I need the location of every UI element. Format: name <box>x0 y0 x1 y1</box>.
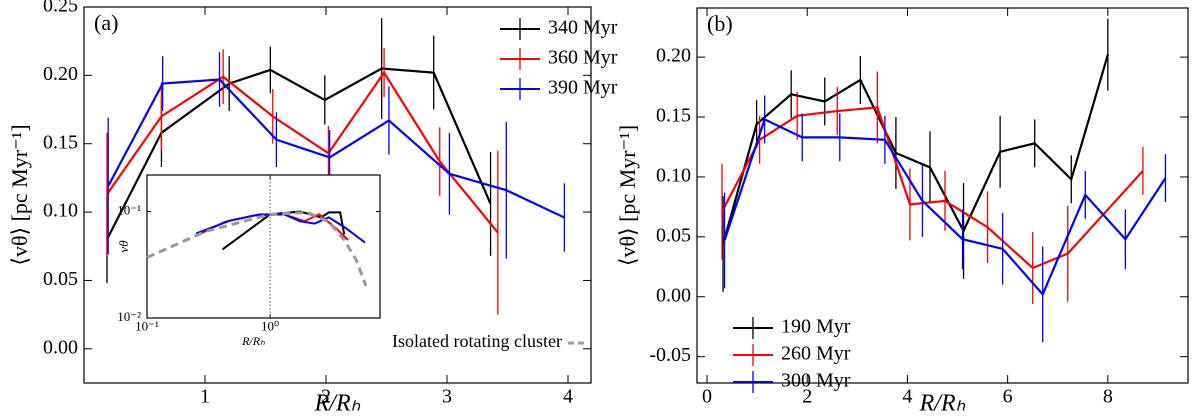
series-line <box>106 70 499 234</box>
legend-label: 360 Myr <box>548 47 618 69</box>
legend-label: 390 Myr <box>548 77 618 99</box>
plot-area <box>696 7 1189 384</box>
y-tick-label: 0.05 <box>43 268 78 290</box>
x-tick-label: 2 <box>321 386 331 408</box>
x-axis-label: R/Rₕ <box>241 334 265 348</box>
series-line <box>723 117 1167 297</box>
y-tick-label: -0.05 <box>649 344 691 366</box>
y-tick-label: 0.20 <box>43 63 78 85</box>
legend-label: Isolated rotating cluster <box>392 331 562 351</box>
x-tick-label: 4 <box>563 386 573 408</box>
x-axis-label: R/Rₕ <box>919 391 966 417</box>
x-tick-label: 1 <box>200 386 210 408</box>
y-tick-label: 10⁻¹ <box>117 202 141 217</box>
y-tick-label: 0.15 <box>656 105 691 127</box>
y-axis-label: ⟨vθ⟩ [pc Myr⁻¹] <box>7 124 32 265</box>
y-tick-label: 0.20 <box>656 45 691 67</box>
y-axis-label: ⟨vθ⟩ [pc Myr⁻¹] <box>615 125 640 266</box>
series-line <box>721 54 1109 245</box>
x-axis-label: R/Rₕ <box>314 391 361 417</box>
legend-label: 260 Myr <box>781 343 851 365</box>
panel-label: (a) <box>94 10 118 35</box>
series-line <box>106 67 492 240</box>
x-tick-label: 0 <box>702 386 712 408</box>
legend-label: 190 Myr <box>781 316 851 338</box>
panel: 0 2 4 6 8 -0.05 0.00 0.05 0.10 0.15 0.20 R/Rₕ ⟨vθ⟩ [… <box>615 7 1189 417</box>
series-line <box>146 210 368 287</box>
y-tick-label: 0.15 <box>43 131 78 153</box>
legend-label: 340 Myr <box>548 17 618 39</box>
plot-area <box>146 174 381 319</box>
panel-label: (b) <box>707 11 733 36</box>
x-tick-label: 4 <box>902 386 912 408</box>
y-tick-label: 0.25 <box>43 0 78 17</box>
x-tick-label: 6 <box>1003 386 1013 408</box>
x-tick-label: 2 <box>802 386 812 408</box>
x-tick-label: 10⁻¹ <box>135 319 159 334</box>
legend-label: 300 Myr <box>781 370 851 392</box>
y-tick-label: 0.00 <box>656 284 691 306</box>
y-tick-label: 0.10 <box>43 200 78 222</box>
x-tick-label: 10⁰ <box>261 319 279 334</box>
y-tick-label: 0.05 <box>656 224 691 246</box>
y-axis-label: vθ <box>116 240 131 253</box>
y-tick-label: 10⁻² <box>117 309 141 324</box>
y-tick-label: 0.10 <box>656 165 691 187</box>
series-line <box>195 213 366 244</box>
x-tick-label: 8 <box>1103 386 1113 408</box>
y-tick-label: 0.00 <box>43 336 78 358</box>
x-tick-label: 3 <box>442 386 452 408</box>
